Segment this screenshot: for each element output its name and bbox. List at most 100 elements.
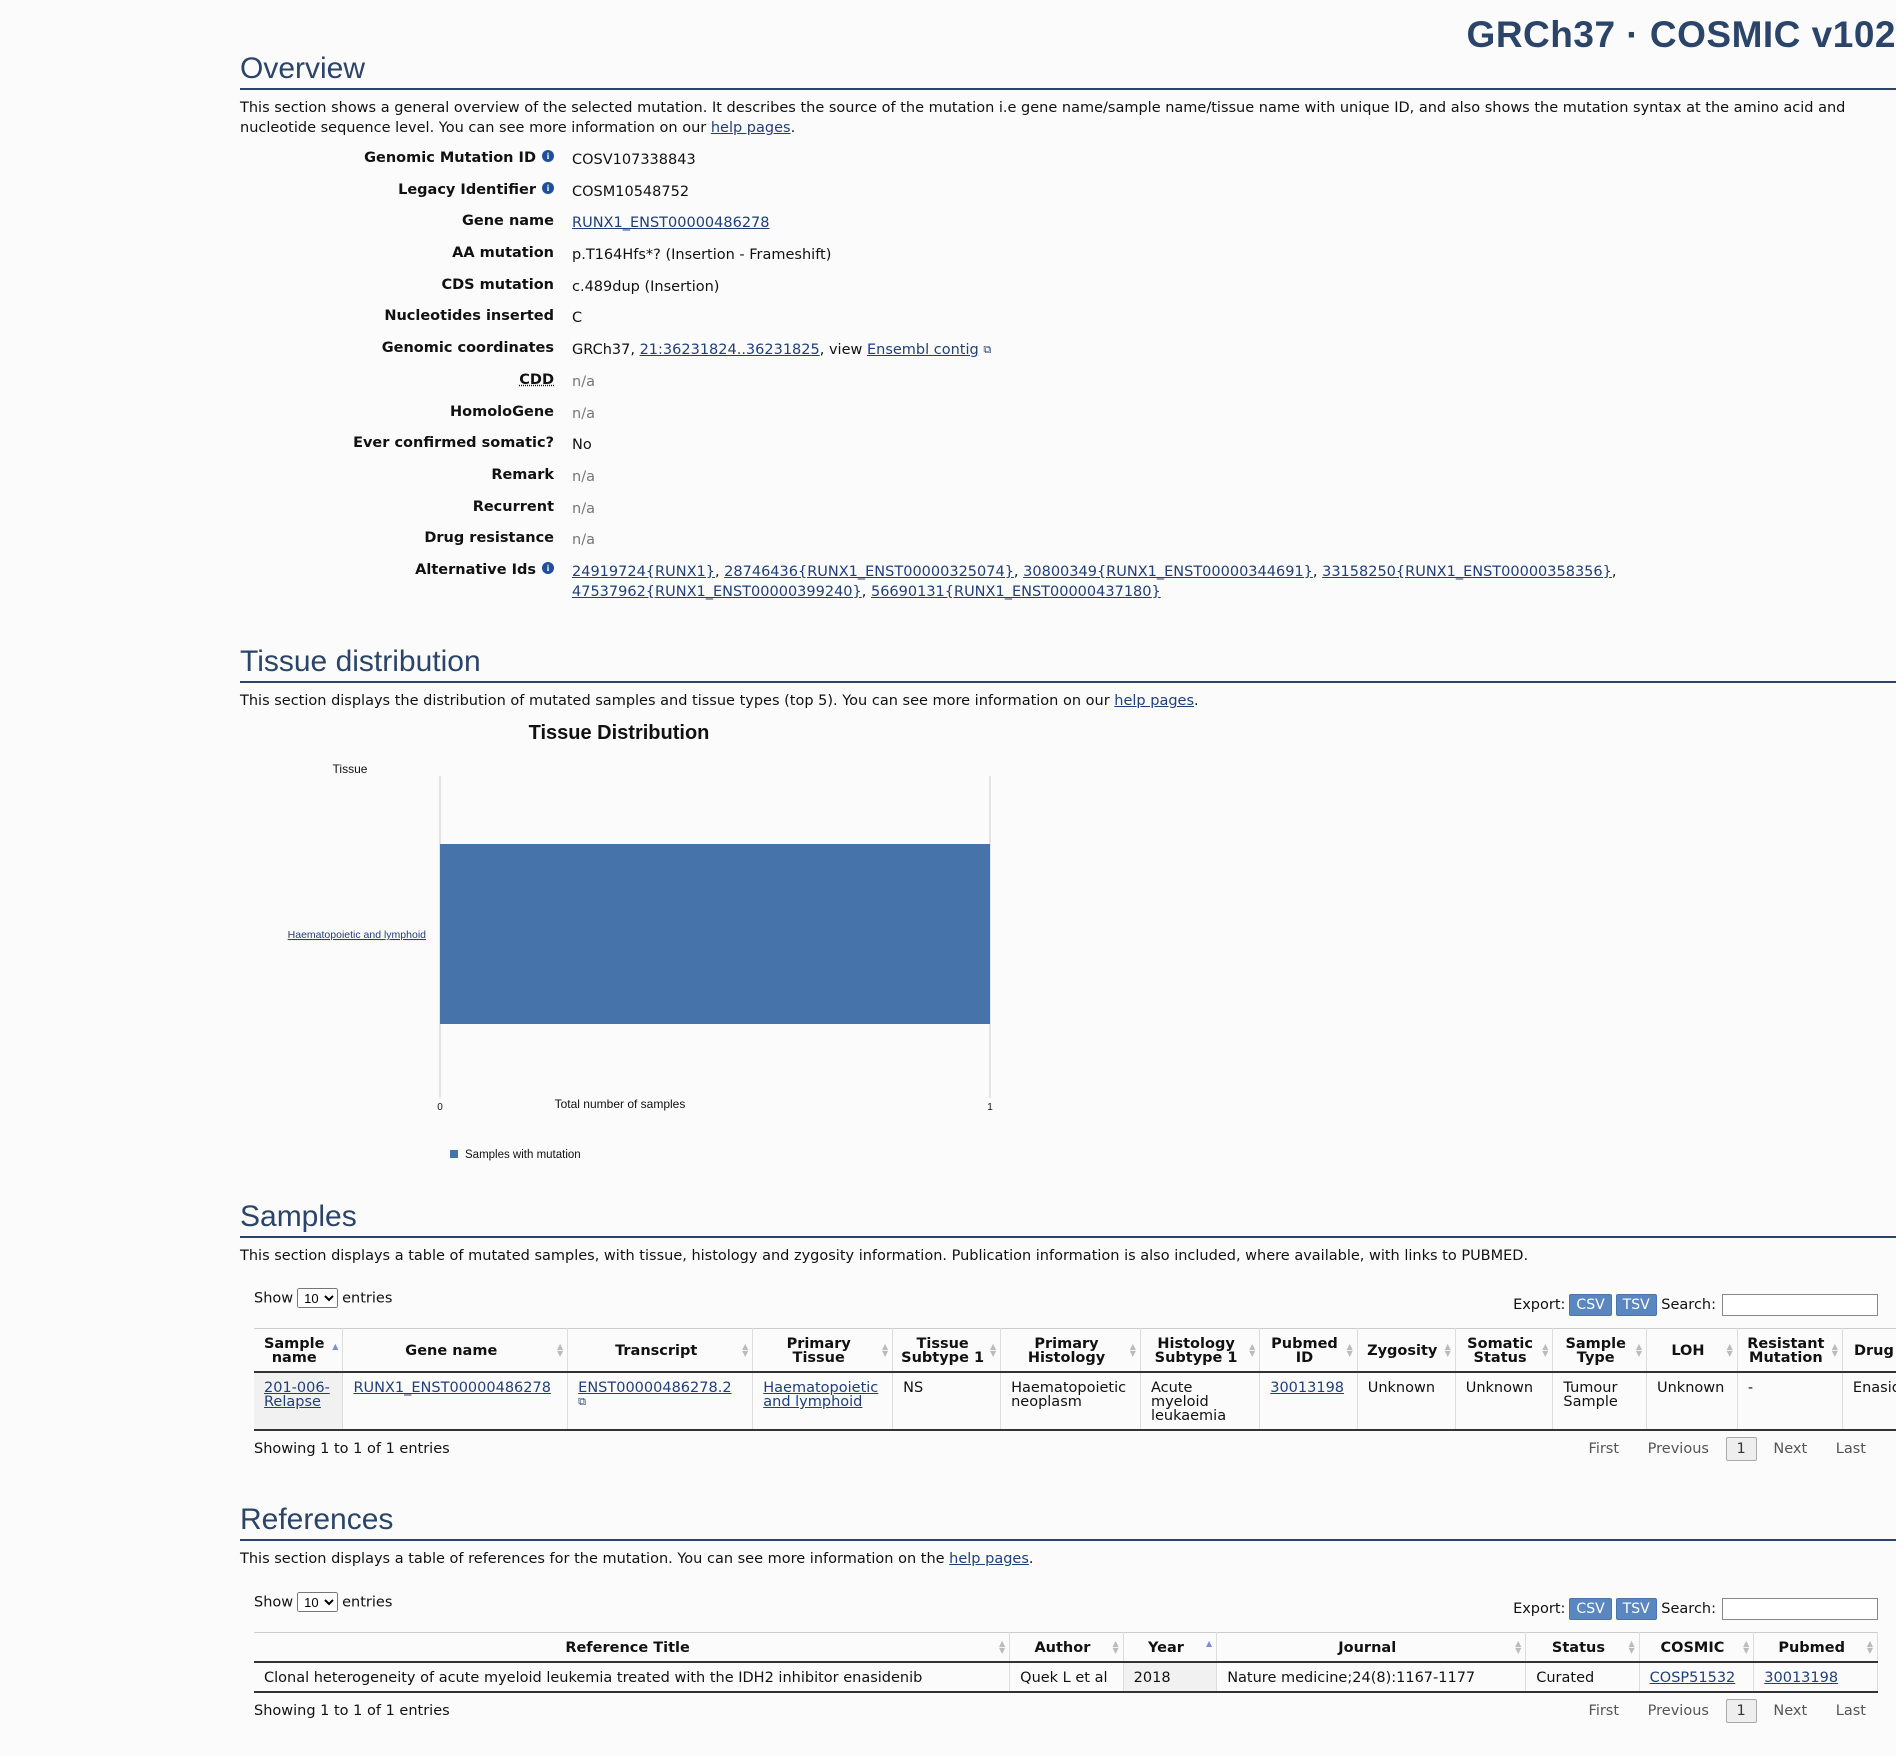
column-header[interactable]: Journal ▲ ▼ [1216, 1632, 1527, 1663]
genomic-mutation-id-value: COSV107338843 [572, 152, 696, 168]
alternative-id-link[interactable]: 47537962{RUNX1_ENST00000399240} [572, 583, 862, 600]
column-header[interactable]: Status ▲ ▼ [1525, 1632, 1640, 1663]
sample-link[interactable]: 201-006-Relapse [264, 1380, 330, 1410]
samples-show-entries: Show 10 entries [254, 1288, 392, 1308]
ensembl-contig-link[interactable]: Ensembl contig [866, 342, 979, 359]
references-help-link[interactable]: help pages [949, 1551, 1029, 1567]
column-header[interactable]: Resistant Mutation ▲ ▼ [1737, 1328, 1843, 1373]
chart-ylabel: Tissue [333, 762, 368, 776]
column-header[interactable]: Primary Tissue ▲ ▼ [752, 1328, 894, 1373]
column-header[interactable]: Transcript ▲ ▼ [567, 1328, 754, 1373]
tissue-distribution-chart: Tissue Distribution Tissue Total number … [288, 722, 994, 1161]
column-header[interactable]: Gene name ▲ ▼ [342, 1328, 569, 1373]
tissue-section: Tissue distribution This section display… [240, 645, 1896, 711]
samples-next-button[interactable]: Next [1773, 1441, 1808, 1457]
sort-icon: ▲ ▼ [1628, 1639, 1635, 1655]
column-header[interactable]: Somatic Status ▲ ▼ [1455, 1328, 1554, 1373]
alternative-id-link[interactable]: 30800349{RUNX1_ENST00000344691} [1023, 563, 1313, 580]
column-header[interactable]: Primary Histology ▲ ▼ [1000, 1328, 1141, 1373]
gene-name-link[interactable]: RUNX1_ENST00000486278 [572, 215, 770, 232]
row-ever-confirmed: Ever confirmed somatic? No [353, 435, 592, 454]
page-title: GRCh37 · COSMIC v102 [1466, 14, 1896, 55]
alternative-ids-list: 24919724{RUNX1}, 28746436{RUNX1_ENST0000… [572, 563, 1617, 600]
external-link-icon: ⧉ [983, 343, 992, 357]
sort-icon: ▲ [1206, 1639, 1213, 1648]
column-header[interactable]: Reference Title ▲ ▼ [254, 1632, 1011, 1663]
reference-pubmed-link[interactable]: 30013198 [1764, 1670, 1839, 1686]
column-header[interactable]: Zygosity ▲ ▼ [1357, 1328, 1456, 1373]
chart-xlabel: Total number of samples [555, 1097, 686, 1111]
row-gene-name: Gene name RUNX1_ENST00000486278 [462, 213, 770, 232]
column-header[interactable]: Drug▲▼ [1842, 1328, 1896, 1373]
sample-gene-link[interactable]: RUNX1_ENST00000486278 [353, 1380, 551, 1396]
column-header[interactable]: COSMIC ▲ ▼ [1639, 1632, 1755, 1663]
row-cds-mutation: CDS mutation c.489dup (Insertion) [240, 273, 1660, 305]
overview-description: This section shows a general overview of… [240, 100, 1846, 136]
column-header[interactable]: LOH ▲ ▼ [1646, 1328, 1738, 1373]
references-next-button[interactable]: Next [1773, 1703, 1808, 1719]
column-header[interactable]: Sample Type ▲ ▼ [1552, 1328, 1647, 1373]
info-icon[interactable]: i [542, 561, 554, 574]
row-genomic-coordinates: Genomic coordinates GRCh37, 21:36231824.… [381, 340, 992, 359]
column-header[interactable]: Histology Subtype 1 ▲ ▼ [1140, 1328, 1261, 1373]
table-row: 201-006-Relapse RUNX1_ENST00000486278 EN… [254, 1372, 1896, 1431]
column-header[interactable]: Tissue Subtype 1 ▲ ▼ [892, 1328, 1002, 1373]
primary-tissue-link[interactable]: Haematopoietic and lymphoid [763, 1380, 879, 1410]
tissue-heading: Tissue distribution [240, 645, 1896, 683]
references-page-1-button[interactable]: 1 [1725, 1699, 1757, 1723]
overview-heading: Overview [240, 52, 1896, 90]
samples-search-input[interactable] [1722, 1294, 1878, 1316]
overview-help-link[interactable]: help pages [710, 120, 791, 136]
samples-tsv-button[interactable]: TSV [1615, 1294, 1657, 1316]
column-header[interactable]: Pubmed ▲ ▼ [1753, 1632, 1878, 1663]
column-header[interactable]: Pubmed ID ▲ ▼ [1259, 1328, 1358, 1373]
references-csv-button[interactable]: CSV [1569, 1598, 1612, 1620]
row-drug-resistance: Drug resistance n/a [424, 530, 595, 549]
references-previous-button[interactable]: Previous [1647, 1703, 1709, 1719]
samples-heading: Samples [240, 1200, 1896, 1238]
references-description: This section displays a table of referen… [240, 1551, 1034, 1567]
row-cdd: CDD n/a [519, 371, 595, 390]
column-header[interactable]: Sample name ▲ [254, 1328, 344, 1373]
samples-page-1-button[interactable]: 1 [1725, 1437, 1757, 1461]
samples-csv-button[interactable]: CSV [1569, 1294, 1612, 1316]
info-icon[interactable]: i [542, 150, 554, 162]
row-recurrent: Recurrent n/a [472, 498, 595, 517]
samples-first-button[interactable]: First [1588, 1441, 1620, 1457]
sort-icon: ▲ ▼ [1444, 1342, 1451, 1358]
legend-swatch [450, 1150, 458, 1158]
references-show-entries: Show 10 entries [254, 1592, 392, 1612]
category-label-link[interactable]: Haematopoietic and lymphoid [288, 929, 426, 941]
references-page-size-select[interactable]: 10 [297, 1592, 339, 1612]
transcript-link[interactable]: ENST00000486278.2 [578, 1380, 732, 1396]
tissue-help-link[interactable]: help pages [1114, 693, 1195, 709]
cosmic-link[interactable]: COSP51532 [1649, 1670, 1736, 1686]
info-icon[interactable]: i [542, 181, 554, 194]
row-aa-mutation: AA mutation p.T164Hfs*? (Insertion - Fra… [240, 241, 1660, 273]
samples-last-button[interactable]: Last [1835, 1441, 1866, 1457]
bar[interactable] [440, 844, 990, 1024]
references-pagination: First Previous 1 Next Last [1577, 1699, 1878, 1723]
sort-icon: ▲ ▼ [1635, 1342, 1642, 1358]
samples-previous-button[interactable]: Previous [1647, 1441, 1709, 1457]
references-last-button[interactable]: Last [1835, 1703, 1866, 1719]
column-header[interactable]: Year ▲ [1123, 1632, 1218, 1663]
row-nucleotides-inserted: Nucleotides inserted C [240, 304, 1660, 336]
samples-description: This section displays a table of mutated… [240, 1248, 1529, 1264]
samples-page-size-select[interactable]: 10 [297, 1288, 339, 1308]
references-export: Export: CSV TSV Search: [1513, 1598, 1878, 1620]
alternative-id-link[interactable]: 28746436{RUNX1_ENST00000325074} [724, 563, 1014, 580]
alternative-id-link[interactable]: 56690131{RUNX1_ENST00000437180} [870, 583, 1161, 600]
genomic-coordinates-link[interactable]: 21:36231824..36231825 [639, 342, 820, 359]
sort-icon: ▲ ▼ [1831, 1342, 1838, 1358]
alternative-id-link[interactable]: 33158250{RUNX1_ENST00000358356} [1322, 563, 1612, 580]
overview-details: Genomic Mutation ID i COSV107338843 Legac… [240, 146, 1660, 602]
sample-pubmed-link[interactable]: 30013198 [1270, 1380, 1345, 1396]
x-tick-label: 0 [437, 1102, 443, 1113]
alternative-id-link[interactable]: 24919724{RUNX1} [572, 563, 715, 580]
column-header[interactable]: Author ▲ ▼ [1009, 1632, 1124, 1663]
references-tsv-button[interactable]: TSV [1615, 1598, 1657, 1620]
references-search-input[interactable] [1722, 1598, 1878, 1620]
references-first-button[interactable]: First [1588, 1703, 1620, 1719]
nucleotides-inserted-value: C [572, 310, 583, 327]
